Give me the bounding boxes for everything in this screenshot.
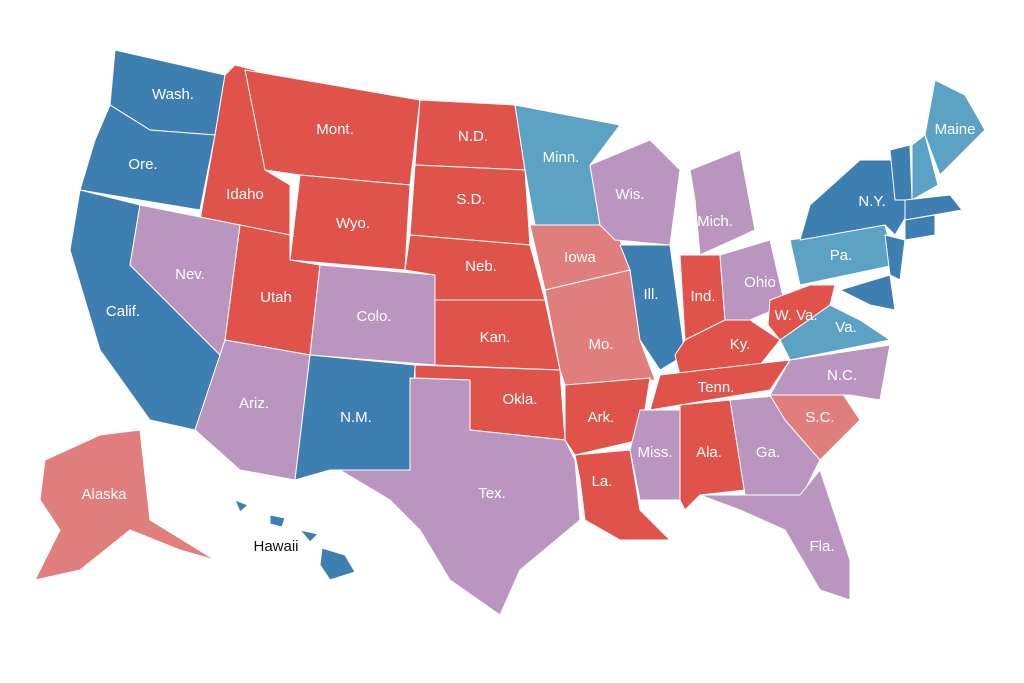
state-label: Ariz. <box>239 395 269 412</box>
state-label: Calif. <box>106 303 140 320</box>
state-shape <box>911 134 939 201</box>
state-label: Ky. <box>730 336 751 353</box>
state-label: Hawaii <box>253 538 298 555</box>
state-label: Ala. <box>696 444 722 461</box>
state-label: Fla. <box>809 538 834 555</box>
state-label: Tex. <box>478 485 506 502</box>
state-label: Wis. <box>615 186 644 203</box>
state-shape <box>34 429 216 581</box>
state-label: Pa. <box>830 247 853 264</box>
state-label: Nev. <box>175 266 205 283</box>
state-shape <box>269 514 286 528</box>
state-label: S.D. <box>456 191 485 208</box>
state-shape <box>719 239 786 321</box>
state-shape <box>649 359 791 411</box>
state-label: N.Y. <box>858 193 885 210</box>
state-shape <box>689 149 756 256</box>
state-label: Minn. <box>543 149 580 166</box>
state-label: N.D. <box>458 128 488 145</box>
state-label: Kan. <box>480 329 511 346</box>
state-label: Wyo. <box>336 215 370 232</box>
state-label: Neb. <box>465 258 497 275</box>
state-label: La. <box>592 473 613 490</box>
state-label: Maine <box>935 121 976 138</box>
state-label: N.C. <box>827 367 857 384</box>
state-label: Mo. <box>588 336 613 353</box>
state-label: Okla. <box>502 391 537 408</box>
state-label: Mont. <box>316 121 354 138</box>
state-shape <box>924 79 986 176</box>
state-label: Ill. <box>644 286 659 303</box>
state-label: N.M. <box>340 409 372 426</box>
state-shape <box>767 284 836 341</box>
state-shape <box>904 194 963 221</box>
state-label: Iowa <box>564 249 596 266</box>
state-label: Wash. <box>152 86 194 103</box>
state-shape <box>699 469 851 601</box>
state-shape <box>629 409 681 501</box>
state-label: Ohio <box>744 274 776 291</box>
state-label: W. Va. <box>774 307 817 324</box>
state-label: Ark. <box>588 409 615 426</box>
state-shape <box>299 529 319 543</box>
state-shape <box>799 159 911 241</box>
state-label: Alaska <box>81 486 127 503</box>
state-label: S.C. <box>805 409 834 426</box>
state-label: Ore. <box>128 156 157 173</box>
state-shape <box>904 214 936 241</box>
state-shape <box>769 344 891 401</box>
state-label: Ind. <box>690 288 715 305</box>
state-label: Va. <box>835 319 856 336</box>
state-label: Utah <box>260 289 292 306</box>
state-shape <box>79 104 216 211</box>
state-shape <box>839 274 896 311</box>
state-label: Miss. <box>638 444 673 461</box>
state-shape <box>339 377 581 616</box>
state-shape <box>319 547 356 581</box>
state-label: Colo. <box>356 308 391 325</box>
state-shape <box>234 499 249 513</box>
state-label: Ga. <box>756 444 780 461</box>
state-shape <box>884 234 906 281</box>
state-shape <box>674 319 781 376</box>
state-label: Mich. <box>697 213 733 230</box>
state-shape <box>619 244 686 371</box>
state-label: Idaho <box>226 186 264 203</box>
state-label: Tenn. <box>698 379 735 396</box>
state-shape <box>564 377 651 456</box>
